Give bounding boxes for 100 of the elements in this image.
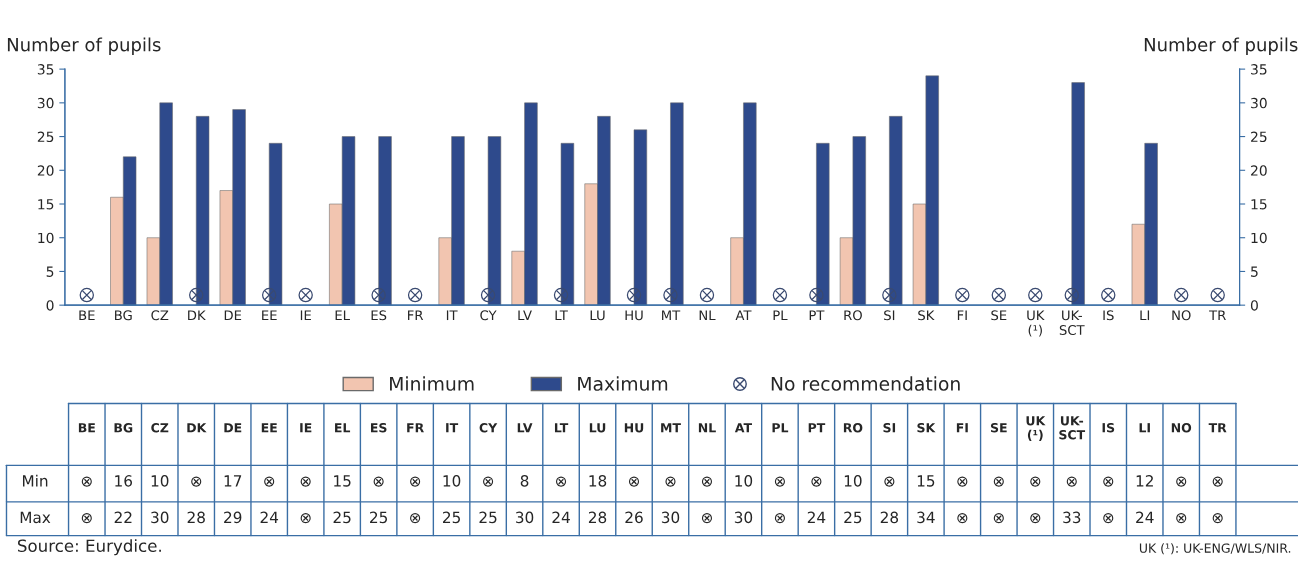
x-tick-label: BE [79,310,95,321]
y-tick-label: 10 [38,232,54,244]
y-axis-title: Number of pupils [7,37,161,55]
text: ⊗ [701,513,712,524]
category-label: BE [78,423,95,433]
text: ⊗ [191,476,202,487]
category-label: SK [917,422,936,433]
bar [378,136,392,306]
data-label: 30 [516,511,534,524]
category-label: BG [114,422,133,433]
x-tick-label: RO [844,310,862,321]
category-label: NL [698,423,716,433]
y2-tick-label: 5 [1251,266,1258,277]
bar [816,143,830,306]
x-tick-label: LT [555,310,568,321]
x-tick-label: LI [1140,310,1150,321]
data-label: 8 [520,475,529,487]
text: ⊗ [1030,513,1041,524]
data-label: 22 [114,511,132,523]
x-tick-label: PT [809,310,825,321]
y2-tick-label: 0 [1250,300,1258,311]
bar [889,116,903,306]
data-label: 34 [917,511,935,524]
data-label: 29 [224,511,242,524]
data-label: 28 [880,511,899,524]
data-label: 24 [807,511,826,523]
y-tick-label: 25 [37,131,54,143]
data-label: 18 [589,475,607,487]
category-label: SE [990,422,1007,433]
category-label: NO [1171,422,1192,433]
y2-tick-label: 25 [1251,131,1267,143]
data-label: 16 [115,475,133,487]
bar [1071,82,1085,306]
data-label: 24 [1136,511,1154,523]
x-tick-label: EL [335,310,350,321]
x-tick-label: DE [224,310,242,321]
data-label: 17 [224,475,242,487]
data-label: 28 [187,511,205,524]
y-tick-label: 20 [37,165,54,176]
y2-tick-label: 20 [1251,165,1267,176]
source-note: Source: Eurydice. [17,539,161,556]
y-tick-label: 15 [38,199,54,210]
text: ⊗ [483,476,494,487]
category-label: IT [446,423,459,433]
category-label: DE [224,423,242,433]
x-tick-label: IE [300,310,311,321]
data-label: 26 [625,511,643,524]
data-label: 28 [588,511,607,524]
x-tick-label: MT [662,310,681,321]
text: ⊗ [957,513,968,524]
data-label: 33 [1063,511,1081,524]
legend-label: Minimum [390,376,474,391]
data-label: 10 [443,475,461,487]
category-label: PT [808,423,826,433]
text: Min [22,474,48,487]
data-label: 12 [1136,475,1153,487]
category-label: TR [1208,423,1227,433]
text: ⊗ [1212,476,1223,487]
y2-tick-label: 35 [1251,64,1267,75]
x-tick-label: SK [918,310,935,321]
category-label: EL [335,423,351,433]
category-label: UK (¹) [1026,416,1046,441]
text: ⊗ [373,476,384,487]
text: ⊗ [629,476,640,487]
text: ⊗ [884,476,895,487]
text: ⊗ [81,476,92,487]
text: ⊗ [81,513,92,524]
category-label: LT [554,423,569,433]
category-label: DK [187,423,207,433]
text: ⊗ [300,476,311,487]
data-label: 24 [552,511,570,523]
x-tick-label: FI [957,310,967,321]
x-tick-label: FR [408,310,424,321]
data-label: 10 [844,475,862,487]
text: UK (¹): UK-ENG/WLS/NIR. [1139,543,1291,555]
data-label: 30 [151,511,169,524]
y-tick-label: 0 [46,300,54,311]
text: ⊗ [1176,476,1187,487]
category-label: UK-SCT [1059,416,1086,440]
legend-label: No recommendation [771,376,960,391]
text: ⊗ [701,476,712,487]
x-tick-label: CZ [151,310,169,321]
x-tick-label: SI [884,310,895,321]
data-label: 25 [333,511,351,524]
data-label: 24 [260,511,279,523]
category-label: LU [589,423,606,433]
y2-tick-label: 30 [1251,97,1267,109]
x-tick-label: EE [262,310,277,321]
x-tick-label: PL [773,310,788,321]
x-tick-label: UK-SCT [1059,310,1085,336]
y-tick-label: 30 [37,97,54,109]
category-label: CY [479,422,498,433]
x-tick-label: CY [480,310,497,321]
text: ⊗ [993,476,1004,487]
category-label: ES [371,422,387,433]
x-tick-label: NO [1172,310,1191,321]
text: ⊗ [774,513,785,524]
data-label: 15 [334,475,351,487]
text: ⊗ [811,476,822,487]
x-tick-label: LV [518,310,532,321]
